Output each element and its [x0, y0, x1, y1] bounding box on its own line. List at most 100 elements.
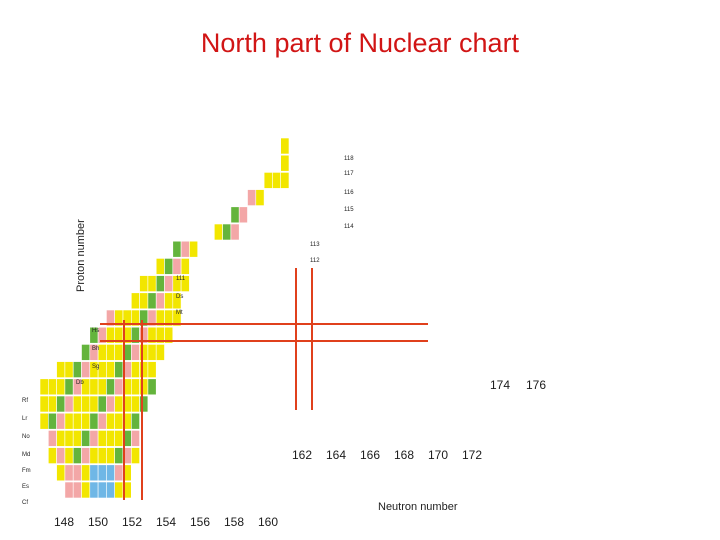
- nuclide-cell: [81, 361, 91, 378]
- nuclide-cell: [214, 223, 223, 241]
- nuclide-cells: [39, 137, 290, 499]
- nuclide-cell: [131, 292, 140, 310]
- nuclide-cell: [131, 344, 140, 361]
- nuclide-cell: [114, 447, 124, 464]
- nuclide-cell: [139, 275, 149, 292]
- nuclide-cell: [114, 378, 124, 396]
- nuclide-cell: [106, 481, 116, 499]
- nuclide-cell: [39, 378, 49, 396]
- nuclide-cell: [64, 447, 74, 464]
- nuclide-cell: [180, 240, 190, 258]
- nuclide-cell: [114, 430, 124, 447]
- nuclide-cell: [280, 172, 290, 189]
- nuclide-cell: [81, 395, 91, 413]
- nuclide-cell: [89, 378, 99, 396]
- nuclide-cell: [131, 378, 140, 396]
- element-label: 117: [344, 171, 354, 177]
- nuclide-cell: [230, 206, 240, 224]
- element-label: Bh: [92, 346, 99, 352]
- x-tick-label: 156: [190, 515, 210, 529]
- nuclide-cell: [106, 344, 116, 361]
- nuclide-cell: [131, 430, 140, 447]
- x-tick-label: 166: [360, 448, 380, 462]
- nuclide-cell: [89, 447, 99, 464]
- element-label: Md: [22, 452, 30, 458]
- x-tick-label: 160: [258, 515, 278, 529]
- chart-title: North part of Nuclear chart: [200, 28, 520, 58]
- nuclide-cell: [106, 395, 116, 413]
- nuclide-cell: [64, 481, 74, 499]
- element-label: 112: [310, 258, 320, 264]
- x-tick-label: 148: [54, 515, 74, 529]
- nuclide-cell: [114, 344, 124, 361]
- nuclide-cell: [64, 361, 74, 378]
- x-tick-label: 152: [122, 515, 142, 529]
- nuclide-cell: [114, 361, 124, 378]
- nuclide-cell: [106, 378, 116, 396]
- nuclide-cell: [89, 395, 99, 413]
- element-label: 113: [310, 242, 320, 248]
- element-label: 116: [344, 190, 354, 196]
- nuclide-cell: [131, 447, 140, 464]
- nuclide-cell: [164, 292, 174, 310]
- nuclide-cell: [47, 395, 57, 413]
- nuclide-cell: [72, 481, 82, 499]
- nuclide-cell: [139, 395, 149, 413]
- nuclide-cell: [89, 412, 99, 430]
- nuclide-cell: [56, 447, 66, 464]
- x-axis-title: Neutron number: [378, 501, 458, 513]
- x-tick-label: 154: [156, 515, 176, 529]
- nuclide-cell: [47, 430, 57, 447]
- nuclide-cell: [189, 240, 198, 258]
- nuclide-cell: [255, 189, 265, 206]
- nuclide-cell: [72, 430, 82, 447]
- nuclide-cell: [72, 361, 82, 378]
- element-label: Lr: [22, 416, 27, 422]
- nuclide-cell: [81, 447, 91, 464]
- magic-number-lines: [100, 268, 428, 500]
- nuclide-cell: [39, 412, 49, 430]
- nuclide-cell: [47, 412, 57, 430]
- nuclide-cell: [155, 258, 165, 275]
- x-tick-labels: 148 150 152 154 156 158 160 162 164 166 168 170 172 1…: [54, 378, 546, 529]
- element-label: No: [22, 434, 30, 440]
- nuclide-cell: [131, 395, 140, 413]
- nuclide-cell: [172, 240, 182, 258]
- nuclide-cell: [238, 206, 248, 224]
- nuclide-cell: [56, 464, 66, 482]
- nuclide-cell: [97, 361, 107, 378]
- nuclide-cell: [72, 447, 82, 464]
- nuclide-cell: [47, 447, 57, 464]
- nuclide-cell: [72, 395, 82, 413]
- nuclide-cell: [97, 412, 107, 430]
- element-label: Es: [22, 484, 29, 490]
- nuclide-cell: [64, 395, 74, 413]
- element-label: Fm: [22, 468, 31, 474]
- element-label: Db: [76, 380, 84, 386]
- element-label: Hs: [92, 328, 99, 334]
- nuclide-cell: [139, 292, 149, 310]
- nuclide-cell: [64, 378, 74, 396]
- element-label: Ds: [176, 294, 183, 300]
- nuclide-cell: [155, 292, 165, 310]
- nuclide-cell: [106, 361, 116, 378]
- nuclide-cell: [155, 275, 165, 292]
- nuclide-cell: [106, 412, 116, 430]
- x-tick-label: 174: [490, 378, 510, 392]
- nuclide-cell: [147, 344, 157, 361]
- nuclide-cell: [106, 430, 116, 447]
- nuclide-cell: [164, 326, 174, 344]
- nuclide-cell: [139, 361, 149, 378]
- element-label: 115: [344, 207, 354, 213]
- nuclide-cell: [39, 395, 49, 413]
- nuclide-cell: [81, 464, 91, 482]
- nuclide-cell: [147, 361, 157, 378]
- nuclide-cell: [280, 137, 290, 155]
- element-label: 111: [176, 276, 186, 282]
- nuclide-cell: [72, 464, 82, 482]
- nuclide-cell: [97, 464, 107, 482]
- x-tick-label: 172: [462, 448, 482, 462]
- nuclide-cell: [97, 430, 107, 447]
- nuclide-cell: [89, 430, 99, 447]
